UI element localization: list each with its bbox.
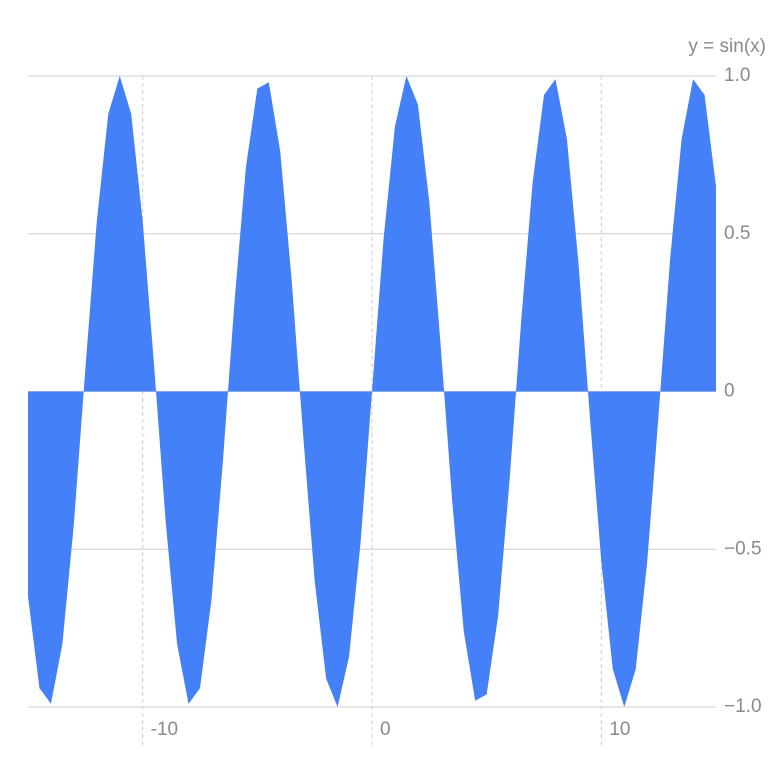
y-tick-label: 1.0	[724, 65, 750, 86]
y-axis-label: y = sin(x)	[688, 36, 766, 57]
y-tick-label: 0.5	[724, 223, 750, 244]
area	[28, 76, 716, 707]
x-tick-label: -10	[151, 719, 178, 740]
x-tick-label: 10	[609, 719, 630, 740]
y-tick-label: −1.0	[724, 696, 762, 717]
y-tick-label: −0.5	[724, 538, 762, 559]
x-tick-label: 0	[380, 719, 391, 740]
y-tick-label: 0	[724, 381, 735, 402]
